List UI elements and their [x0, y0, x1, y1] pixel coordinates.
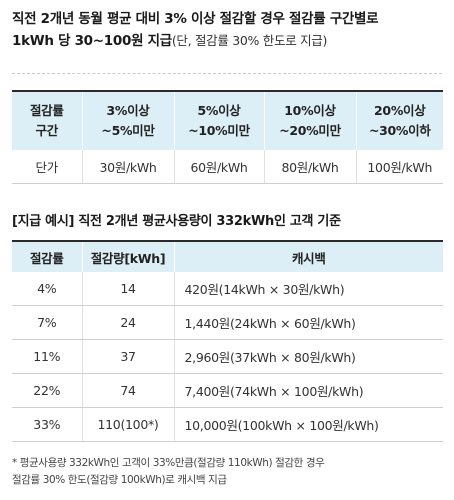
rate-table-header-row: 절감률 구간 3%이상 ~5%미만 5%이상 ~10%미만 10%이상 ~20%… — [12, 91, 443, 150]
cashback-cell: 1,440원(24kWh × 60원/kWh) — [174, 305, 443, 340]
price-label: 단가 — [12, 150, 83, 184]
price-cell: 100원/kWh — [356, 150, 443, 184]
rate-cell: 22% — [12, 373, 83, 408]
headline: 직전 2개년 동월 평균 대비 3% 이상 절감할 경우 절감률 구간별로 1k… — [12, 8, 444, 52]
rate-table: 절감률 구간 3%이상 ~5%미만 5%이상 ~10%미만 10%이상 ~20%… — [12, 90, 443, 184]
price-cell: 80원/kWh — [264, 150, 357, 184]
footnote: * 평균사용량 332kWh인 고객이 33%만큼(절감량 110kWh) 절감… — [12, 455, 444, 489]
rate-range-header: 10%이상 ~20%미만 — [264, 91, 357, 150]
headline-line2: 1kWh 당 30~100원 지급(단, 절감률 30% 한도로 지급) — [12, 30, 444, 52]
example-table: 절감률 절감량[kWh] 캐시백 4% 14 420원(14kWh × 30원/… — [12, 240, 443, 442]
table-row: 22% 74 7,400원(74kWh × 100원/kWh) — [12, 373, 443, 408]
price-cell: 30원/kWh — [82, 150, 175, 184]
headline-line1: 직전 2개년 동월 평균 대비 3% 이상 절감할 경우 절감률 구간별로 — [12, 11, 379, 27]
headline-line2-main: 1kWh 당 30~100원 지급 — [12, 33, 172, 49]
footnote-line2: 절감률 30% 한도(절감량 100kWh)로 캐시백 지급 — [12, 474, 227, 486]
example-header-amount: 절감량[kWh] — [82, 241, 175, 272]
cashback-cell: 10,000원(100kWh × 100원/kWh) — [174, 407, 443, 442]
rate-table-price-row: 단가 30원/kWh 60원/kWh 80원/kWh 100원/kWh — [12, 150, 443, 184]
rate-cell: 33% — [12, 407, 83, 442]
table-row: 11% 37 2,960원(37kWh × 80원/kWh) — [12, 339, 443, 374]
rate-cell: 4% — [12, 272, 83, 306]
rate-range-header: 5%이상 ~10%미만 — [174, 91, 265, 150]
example-header-cashback: 캐시백 — [174, 241, 443, 272]
cashback-cell: 420원(14kWh × 30원/kWh) — [174, 272, 443, 306]
amount-cell: 14 — [82, 272, 175, 306]
rate-range-header: 3%이상 ~5%미만 — [82, 91, 175, 150]
amount-cell: 110(100*) — [82, 407, 175, 442]
example-title: [지급 예시] 직전 2개년 평균사용량이 332kWh인 고객 기준 — [12, 214, 341, 229]
amount-cell: 74 — [82, 373, 175, 408]
cashback-cell: 2,960원(37kWh × 80원/kWh) — [174, 339, 443, 374]
rate-cell: 11% — [12, 339, 83, 374]
example-header-rate: 절감률 — [12, 241, 83, 272]
rate-cell: 7% — [12, 305, 83, 340]
cashback-cell: 7,400원(74kWh × 100원/kWh) — [174, 373, 443, 408]
footnote-line1: * 평균사용량 332kWh인 고객이 33%만큼(절감량 110kWh) 절감… — [12, 457, 325, 469]
rate-header-label: 절감률 구간 — [12, 91, 83, 150]
table-row: 33% 110(100*) 10,000원(100kWh × 100원/kWh) — [12, 407, 443, 442]
example-table-header-row: 절감률 절감량[kWh] 캐시백 — [12, 241, 443, 272]
amount-cell: 24 — [82, 305, 175, 340]
price-cell: 60원/kWh — [174, 150, 265, 184]
rate-range-header: 20%이상 ~30%이하 — [356, 91, 443, 150]
table-row: 7% 24 1,440원(24kWh × 60원/kWh) — [12, 305, 443, 340]
divider — [12, 73, 442, 74]
headline-note: (단, 절감률 30% 한도로 지급) — [171, 33, 328, 48]
amount-cell: 37 — [82, 339, 175, 374]
table-row: 4% 14 420원(14kWh × 30원/kWh) — [12, 272, 443, 306]
